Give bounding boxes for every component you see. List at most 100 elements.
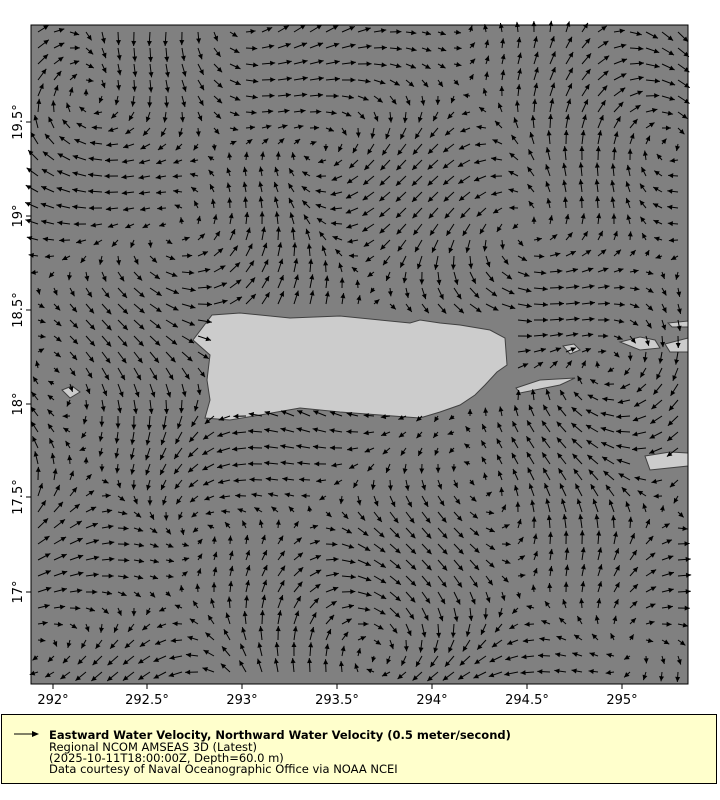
velocity-arrow-head <box>63 427 69 433</box>
velocity-arrow-head <box>123 143 129 149</box>
velocity-arrow-head <box>616 414 622 420</box>
velocity-arrow <box>661 303 667 313</box>
velocity-arrow-head <box>258 181 264 187</box>
velocity-arrow <box>581 300 595 306</box>
velocity-arrow <box>580 564 586 577</box>
velocity-arrow <box>165 287 180 295</box>
velocity-arrow-head <box>424 64 431 69</box>
velocity-arrow <box>164 63 170 78</box>
velocity-arrow-head <box>331 176 338 181</box>
velocity-arrow-head <box>51 100 57 106</box>
velocity-arrow-head <box>482 88 488 94</box>
velocity-arrow <box>460 207 471 219</box>
velocity-arrow <box>146 31 152 47</box>
velocity-arrow-head <box>674 274 680 280</box>
velocity-arrow-head <box>365 78 371 84</box>
velocity-arrow-head <box>397 149 403 156</box>
velocity-arrow <box>181 383 187 397</box>
velocity-arrow <box>323 143 329 151</box>
velocity-arrow-head <box>450 632 456 638</box>
velocity-arrow <box>513 117 519 129</box>
velocity-arrow-head <box>104 292 110 298</box>
velocity-arrow <box>460 127 471 133</box>
velocity-arrow <box>677 111 688 120</box>
velocity-arrow-head <box>335 249 341 255</box>
velocity-arrow-head <box>469 479 475 486</box>
velocity-arrow-head <box>632 416 639 422</box>
velocity-arrow <box>629 600 638 609</box>
velocity-arrow <box>69 351 78 361</box>
velocity-arrow <box>117 367 126 381</box>
velocity-arrow <box>84 271 90 282</box>
velocity-arrow-head <box>93 555 100 561</box>
velocity-arrow <box>549 82 556 97</box>
velocity-arrow <box>155 189 167 195</box>
velocity-arrow-head <box>468 74 474 80</box>
velocity-arrow-head <box>282 476 288 482</box>
velocity-arrow <box>309 59 324 65</box>
velocity-arrow-head <box>617 268 624 273</box>
velocity-arrow-head <box>316 218 323 223</box>
velocity-arrow-head <box>348 253 355 259</box>
velocity-arrow-head <box>164 102 170 108</box>
velocity-arrow <box>274 166 280 177</box>
velocity-arrow-head <box>321 245 327 252</box>
velocity-arrow <box>197 47 203 60</box>
velocity-arrow-head <box>25 202 31 207</box>
velocity-arrow-head <box>288 197 294 204</box>
velocity-arrow <box>549 98 555 113</box>
velocity-arrow-head <box>308 642 314 648</box>
velocity-arrow-head <box>517 68 522 74</box>
velocity-arrow <box>453 495 461 505</box>
velocity-arrow <box>465 425 471 433</box>
velocity-arrow-head <box>525 287 532 293</box>
velocity-arrow-head <box>402 277 408 284</box>
velocity-arrow <box>431 239 439 253</box>
velocity-arrow-head <box>324 291 330 297</box>
velocity-arrow <box>509 205 519 211</box>
velocity-arrow-head <box>633 303 640 309</box>
velocity-arrow <box>533 332 548 338</box>
velocity-arrow-head <box>152 374 158 381</box>
velocity-arrow-head <box>409 517 415 524</box>
velocity-arrow <box>132 399 138 414</box>
velocity-arrow-head <box>385 133 391 140</box>
velocity-arrow <box>373 62 387 68</box>
velocity-arrow <box>348 463 359 470</box>
velocity-arrow-head <box>647 305 653 311</box>
velocity-arrow-head <box>47 656 54 662</box>
velocity-arrow <box>169 655 183 661</box>
velocity-arrow-head <box>217 432 223 438</box>
velocity-arrow <box>357 543 371 552</box>
velocity-arrow-head <box>589 316 595 322</box>
velocity-arrow-head <box>596 530 602 536</box>
velocity-arrow <box>469 575 479 588</box>
velocity-arrow <box>533 347 547 353</box>
velocity-arrow-head <box>230 140 237 146</box>
velocity-arrow <box>133 255 139 265</box>
velocity-arrow-head <box>668 587 674 593</box>
velocity-arrow <box>469 527 480 536</box>
velocity-arrow-head <box>41 169 48 174</box>
velocity-arrow <box>67 271 73 281</box>
velocity-arrow-head <box>619 285 625 291</box>
velocity-arrow <box>661 319 667 331</box>
velocity-arrow-head <box>371 656 377 663</box>
velocity-arrow <box>578 179 584 193</box>
velocity-arrow <box>346 175 359 184</box>
velocity-arrow <box>565 360 573 369</box>
velocity-arrow <box>453 271 459 285</box>
velocity-arrow-head <box>131 86 137 92</box>
velocity-arrow-head <box>199 69 204 75</box>
velocity-arrow-head <box>87 49 94 55</box>
velocity-arrow-head <box>197 553 203 560</box>
velocity-arrow <box>639 183 647 193</box>
velocity-arrow-head <box>634 286 640 292</box>
velocity-arrow <box>117 271 125 282</box>
velocity-arrow <box>458 191 471 202</box>
velocity-arrow-head <box>131 40 137 46</box>
velocity-arrow-head <box>587 454 593 461</box>
velocity-arrow <box>465 623 471 637</box>
velocity-arrow <box>165 351 176 363</box>
velocity-arrow-head <box>525 348 531 354</box>
